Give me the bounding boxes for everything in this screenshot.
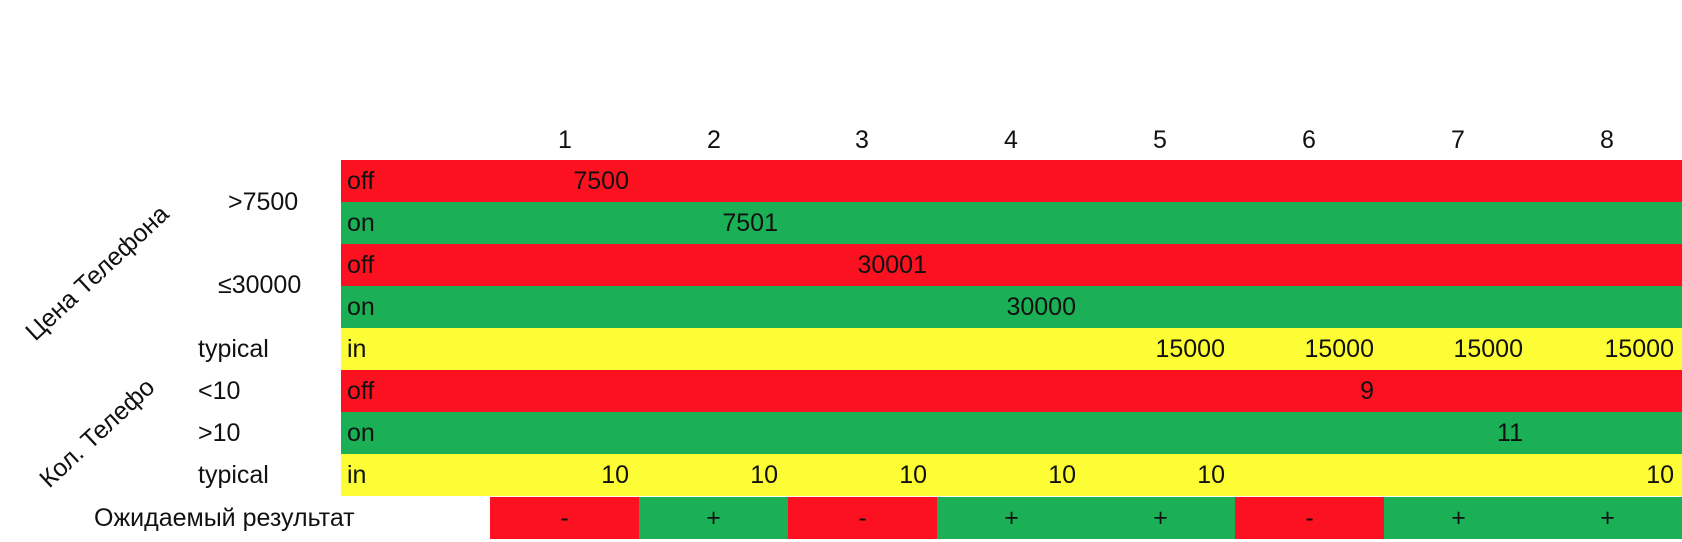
table-row: in 15000 15000 15000 15000 [341, 328, 1682, 370]
expected-result-cell: + [1533, 497, 1682, 539]
column-header-3: 3 [855, 126, 869, 154]
column-header-7: 7 [1451, 126, 1465, 154]
table-cell: 10 [601, 461, 629, 489]
expected-result-cell: + [1384, 497, 1533, 539]
table-cell: 30001 [857, 251, 927, 279]
table-cell: 30000 [1006, 293, 1076, 321]
column-header-1: 1 [558, 126, 572, 154]
row-label-typical-price: typical [198, 335, 269, 363]
table-row: on 30000 [341, 286, 1682, 328]
table-cell: 15000 [1304, 335, 1374, 363]
table-row: on 7501 [341, 202, 1682, 244]
row-state: off [347, 251, 375, 279]
expected-result-label: Ожидаемый результат [94, 504, 355, 532]
table-cell: 7500 [573, 167, 629, 195]
expected-result-cell: - [1235, 497, 1384, 539]
table-row: off 30001 [341, 244, 1682, 286]
row-state: on [347, 209, 375, 237]
row-state: on [347, 293, 375, 321]
table-row: off 7500 [341, 160, 1682, 202]
table-cell: 9 [1360, 377, 1374, 405]
expected-result-cell: + [1086, 497, 1235, 539]
column-header-2: 2 [707, 126, 721, 154]
table-cell: 15000 [1155, 335, 1225, 363]
column-header-4: 4 [1004, 126, 1018, 154]
table-row: off 9 [341, 370, 1682, 412]
price-group-label: Цена Телефона [20, 199, 175, 347]
expected-result-cell: + [639, 497, 788, 539]
table-cell: 11 [1497, 419, 1523, 447]
table-cell: 10 [1197, 461, 1225, 489]
quantity-group-label-clip: Кол. Телефо [30, 345, 180, 505]
row-label-le30000: ≤30000 [218, 271, 302, 299]
expected-result-cell: - [490, 497, 639, 539]
table-cell: 7501 [722, 209, 778, 237]
table-cell: 10 [899, 461, 927, 489]
row-state: in [347, 335, 367, 363]
table-cell: 10 [750, 461, 778, 489]
row-state: off [347, 167, 375, 195]
row-state: on [347, 419, 375, 447]
row-state: off [347, 377, 375, 405]
row-label-lt10: <10 [198, 377, 241, 405]
row-label-typical-qty: typical [198, 461, 269, 489]
table-cell: 15000 [1453, 335, 1523, 363]
column-header-6: 6 [1302, 126, 1316, 154]
expected-result-cell: + [937, 497, 1086, 539]
row-label-gt10: >10 [198, 419, 241, 447]
quantity-group-label: Кол. Телефо [34, 373, 161, 494]
table-cell: 15000 [1604, 335, 1674, 363]
row-label-gt7500: >7500 [228, 188, 299, 216]
row-state: in [347, 461, 367, 489]
column-header-8: 8 [1600, 126, 1614, 154]
table-cell: 10 [1048, 461, 1076, 489]
expected-result-cell: - [788, 497, 937, 539]
table-row: on 11 [341, 412, 1682, 454]
table-cell: 10 [1646, 461, 1674, 489]
column-header-5: 5 [1153, 126, 1167, 154]
table-row: in 10 10 10 10 10 10 [341, 454, 1682, 496]
